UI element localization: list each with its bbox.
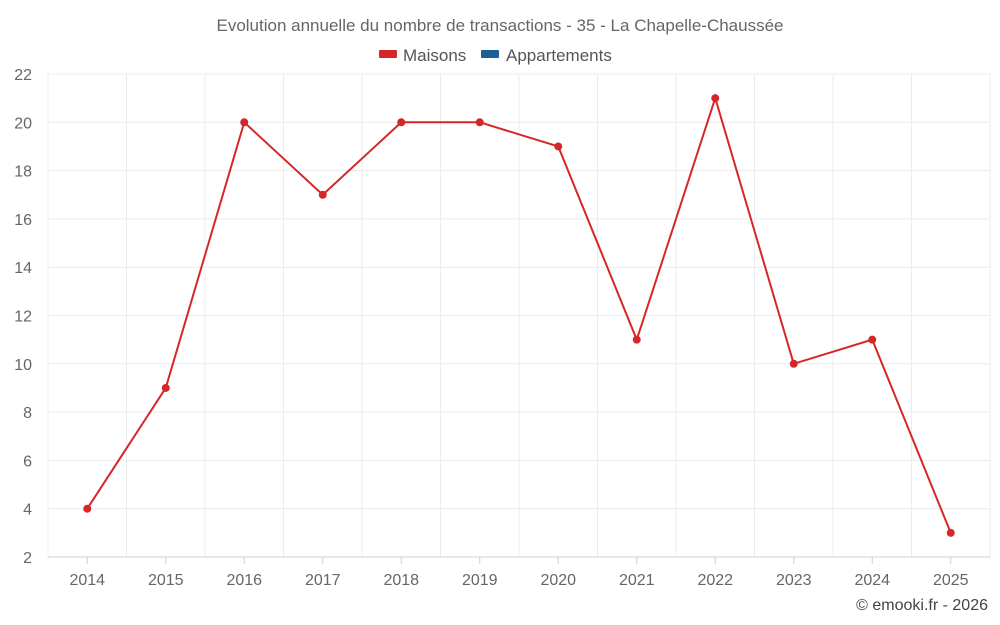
credit-text: © emooki.fr - 2026	[856, 597, 988, 614]
legend: Maisons Appartements	[379, 46, 612, 65]
grid	[47, 73, 991, 557]
data-point[interactable]	[161, 383, 170, 392]
data-point[interactable]	[711, 94, 720, 103]
x-tick-label: 2016	[226, 572, 262, 589]
legend-swatch-appartements	[481, 50, 499, 58]
legend-swatch-maisons	[379, 50, 397, 58]
x-tick-label: 2023	[776, 572, 812, 589]
y-tick-label: 12	[14, 309, 32, 326]
data-point[interactable]	[318, 190, 327, 199]
y-tick-label: 20	[14, 115, 32, 132]
data-point[interactable]	[397, 118, 406, 127]
series-line-maisons	[86, 94, 952, 534]
data-point[interactable]	[554, 142, 563, 151]
x-axis-ticks: 2014 2015 2016 2017 2018 2019 2020 2021 2022 2023…	[69, 557, 969, 589]
series-maisons	[83, 94, 955, 537]
data-point[interactable]	[240, 118, 249, 127]
y-tick-label: 10	[14, 357, 32, 374]
x-tick-label: 2024	[854, 572, 890, 589]
legend-label-appartements: Appartements	[506, 46, 612, 65]
chart-title: Evolution annuelle du nombre de transact…	[216, 16, 783, 35]
y-tick-label: 8	[23, 405, 32, 422]
y-tick-label: 2	[23, 550, 32, 567]
x-tick-label: 2025	[933, 572, 969, 589]
y-tick-label: 4	[23, 502, 32, 519]
data-point[interactable]	[83, 504, 92, 513]
x-tick-label: 2021	[619, 572, 655, 589]
legend-label-maisons: Maisons	[403, 46, 466, 65]
x-tick-label: 2014	[69, 572, 105, 589]
y-axis-ticks: 2 4 6 8 10 12 14 16 18 20 22	[14, 67, 32, 567]
x-tick-label: 2018	[383, 572, 419, 589]
data-point[interactable]	[632, 335, 641, 344]
legend-item-maisons[interactable]: Maisons	[379, 46, 466, 65]
data-point[interactable]	[475, 118, 484, 127]
y-tick-label: 16	[14, 212, 32, 229]
data-point[interactable]	[868, 335, 877, 344]
y-tick-label: 6	[23, 453, 32, 470]
y-tick-label: 18	[14, 164, 32, 181]
data-point[interactable]	[789, 359, 798, 368]
x-tick-label: 2020	[540, 572, 576, 589]
x-tick-label: 2019	[462, 572, 498, 589]
x-tick-label: 2022	[697, 572, 733, 589]
x-tick-label: 2017	[305, 572, 341, 589]
x-tick-label: 2015	[148, 572, 184, 589]
data-point[interactable]	[946, 528, 955, 537]
y-tick-label: 22	[14, 67, 32, 84]
legend-item-appartements[interactable]: Appartements	[481, 46, 612, 65]
y-tick-label: 14	[14, 260, 32, 277]
